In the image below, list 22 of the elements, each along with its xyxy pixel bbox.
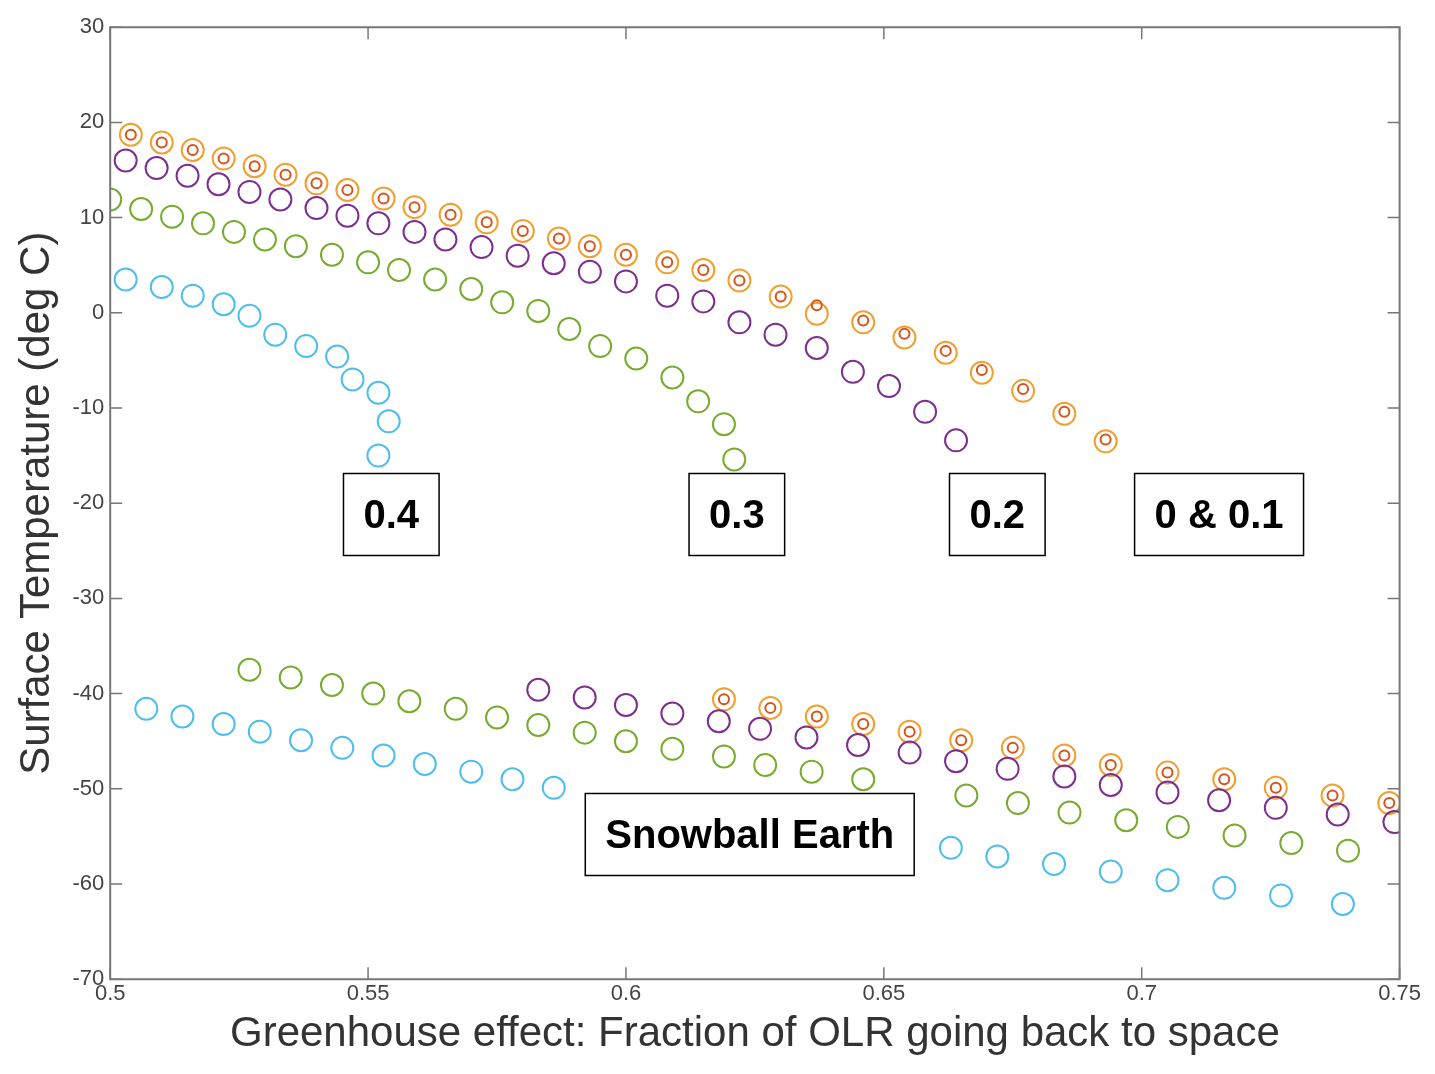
- x-tick-label: 0.75: [1378, 980, 1421, 1006]
- x-axis-title: Greenhouse effect: Fraction of OLR going back to space: [229, 1008, 1280, 1056]
- x-tick-label: 0.55: [346, 980, 390, 1006]
- x-tick-label: 0.6: [610, 980, 642, 1006]
- y-tick-label: 0: [91, 298, 105, 324]
- annotation: 0.2: [969, 491, 1026, 536]
- y-tick-label: -20: [72, 489, 105, 515]
- y-tick-label: 20: [79, 108, 105, 134]
- annotation: 0 & 0.1: [1154, 491, 1284, 536]
- y-tick-label: -60: [72, 870, 105, 896]
- annotation: 0.4: [363, 491, 420, 536]
- x-tick-label: 0.7: [1126, 980, 1158, 1006]
- y-tick-label: -50: [72, 774, 105, 800]
- y-tick-label: -30: [72, 584, 105, 610]
- x-tick-label: 0.65: [862, 980, 906, 1006]
- annotation: Snowball Earth: [605, 811, 895, 856]
- y-tick-label: 30: [79, 13, 105, 39]
- y-tick-label: 10: [79, 203, 105, 229]
- y-tick-label: -10: [72, 394, 105, 420]
- y-axis-title: Surface Temperature (deg C): [10, 231, 58, 775]
- annotation: 0.3: [709, 491, 765, 536]
- y-tick-label: -40: [72, 679, 105, 705]
